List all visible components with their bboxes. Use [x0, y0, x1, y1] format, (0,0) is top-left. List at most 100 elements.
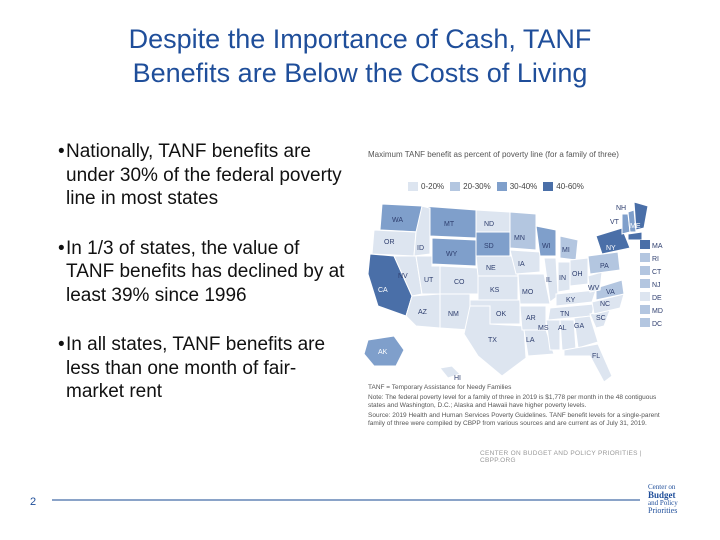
label-AR: AR [526, 315, 536, 322]
label-KY: KY [566, 297, 576, 304]
state-WI [535, 225, 557, 257]
label-ID: ID [417, 245, 424, 252]
cbpp-logo: Center on Budget and Policy Priorities [648, 483, 698, 515]
label-DE: DE [652, 295, 662, 302]
note-poverty-level: Note: The federal poverty level for a fa… [368, 394, 657, 409]
label-TX: TX [488, 337, 497, 344]
label-TN: TN [560, 311, 569, 318]
box-DE [640, 292, 650, 301]
label-NV: NV [398, 273, 408, 280]
state-MO [517, 273, 551, 305]
legend-swatch [450, 182, 461, 191]
legend-swatch [543, 182, 554, 191]
label-CT: CT [652, 269, 662, 276]
state-ME [633, 201, 649, 231]
label-RI: RI [652, 256, 659, 263]
label-MA: MA [652, 243, 663, 250]
map-legend: 0-20% 20-30% 30-40% 40-60% [408, 182, 584, 191]
logo-line: Center on [648, 483, 676, 491]
us-map: WA OR CA ID NV MT WY UT CO AZ NM ND SD N… [363, 201, 663, 383]
note-source: Source: 2019 Health and Human Services P… [368, 412, 660, 427]
label-SD: SD [484, 243, 494, 250]
label-NH: NH [616, 205, 626, 212]
box-DC [640, 318, 650, 327]
label-PA: PA [600, 263, 609, 270]
logo-line: and Policy [648, 499, 678, 507]
label-KS: KS [490, 287, 500, 294]
figure-notes: TANF = Temporary Assistance for Needy Fa… [368, 384, 664, 430]
title-line-2: Benefits are Below the Costs of Living [132, 58, 588, 88]
bullet-text: Nationally, TANF benefits are under 30% … [66, 141, 342, 209]
bullet-glyph: • [58, 141, 65, 162]
state-WY [431, 237, 477, 267]
state-NH [627, 209, 637, 233]
state-AK [363, 335, 405, 367]
label-UT: UT [424, 277, 434, 284]
label-NJ: NJ [652, 282, 661, 289]
legend-item: 20-30% [450, 182, 491, 191]
legend-label: 20-30% [463, 182, 491, 191]
state-PA [587, 251, 621, 275]
logo-line: Priorities [648, 506, 678, 515]
page-number: 2 [30, 496, 37, 508]
label-WA: WA [392, 217, 403, 224]
state-MT [421, 205, 477, 239]
label-NC: NC [600, 301, 610, 308]
label-CA: CA [378, 287, 388, 294]
legend-item: 0-20% [408, 182, 444, 191]
state-IN [557, 261, 571, 293]
label-SC: SC [596, 315, 606, 322]
state-OH [569, 257, 589, 287]
label-MI: MI [562, 247, 570, 254]
label-WI: WI [542, 243, 551, 250]
state-AZ [405, 293, 441, 329]
box-MA [640, 240, 650, 249]
bullet-text: In 1/3 of states, the value of TANF bene… [66, 237, 345, 306]
label-AK: AK [378, 349, 388, 356]
legend-item: 40-60% [543, 182, 584, 191]
label-MS: MS [538, 325, 549, 332]
label-VT: VT [610, 219, 620, 226]
title-line-1: Despite the Importance of Cash, TANF [128, 24, 592, 54]
label-OR: OR [384, 239, 395, 246]
note-acronym: TANF = Temporary Assistance for Needy Fa… [368, 384, 512, 391]
label-AL: AL [558, 325, 567, 332]
state-MN [509, 211, 537, 251]
legend-item: 30-40% [496, 182, 538, 191]
legend-swatch [496, 182, 507, 191]
label-OH: OH [572, 271, 583, 278]
label-ND: ND [484, 221, 494, 228]
label-LA: LA [526, 337, 535, 344]
figure-heading: Maximum TANF benefit as percent of pover… [368, 150, 619, 159]
label-IN: IN [559, 275, 566, 282]
legend-swatch [408, 182, 418, 191]
state-VA [595, 279, 625, 301]
bullet-text: In all states, TANF benefits are less th… [66, 334, 326, 402]
box-CT [640, 266, 650, 275]
label-IA: IA [518, 261, 525, 268]
figure-credit: CENTER ON BUDGET AND POLICY PRIORITIES |… [480, 450, 642, 464]
bullet-glyph: • [58, 237, 65, 259]
box-MD [640, 305, 650, 314]
legend-label: 40-60% [556, 182, 584, 191]
bullet-glyph: • [58, 334, 65, 355]
state-IA [509, 249, 541, 275]
footer-divider [52, 499, 640, 501]
bullet-item: • In 1/3 of states, the value of TANF be… [58, 237, 348, 308]
tanf-map-figure: Maximum TANF benefit as percent of pover… [360, 144, 665, 464]
box-NJ [640, 279, 650, 288]
label-WV: WV [588, 285, 600, 292]
state-TX [463, 305, 527, 377]
label-NY: NY [606, 245, 616, 252]
label-OK: OK [496, 311, 506, 318]
label-WY: WY [446, 251, 458, 258]
slide-title: Despite the Importance of Cash, TANF Ben… [60, 22, 660, 90]
label-IL: IL [546, 277, 552, 284]
state-MA-shape [627, 231, 643, 241]
label-NE: NE [486, 265, 496, 272]
label-AZ: AZ [418, 309, 428, 316]
label-CO: CO [454, 279, 465, 286]
legend-label: 30-40% [509, 182, 538, 191]
label-GA: GA [574, 323, 584, 330]
box-RI [640, 253, 650, 262]
